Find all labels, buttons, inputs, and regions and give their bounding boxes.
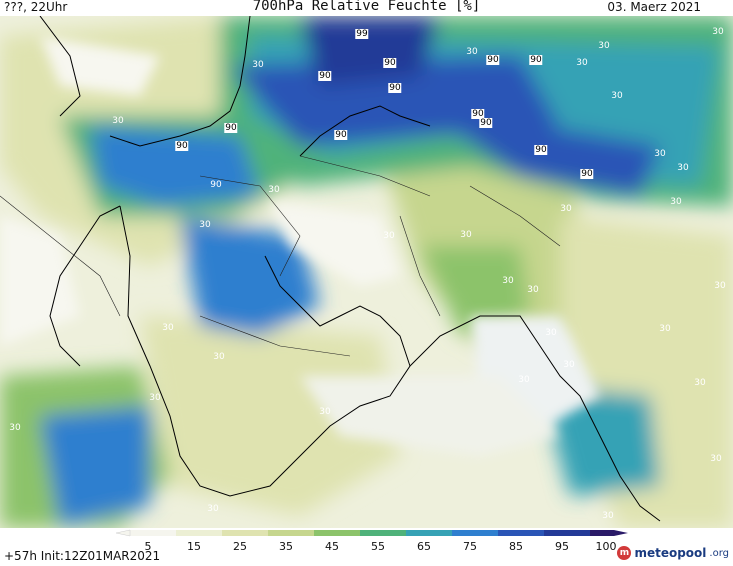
legend-tick: 65 xyxy=(417,540,431,553)
humidity-map: 99 90 90 90 90 90 90 90 90 90 90 90 90 9… xyxy=(0,16,733,528)
contour-label: 30 xyxy=(670,197,682,207)
legend-tick: 25 xyxy=(233,540,247,553)
contour-label: 30 xyxy=(149,393,161,403)
contour-label: 30 xyxy=(9,423,21,433)
contour-label: 90 xyxy=(471,109,485,119)
contour-label: 30 xyxy=(466,47,478,57)
logo-tld: .org xyxy=(709,547,729,559)
dry-areas xyxy=(0,36,600,456)
contour-label: 30 xyxy=(712,27,724,37)
contour-label: 30 xyxy=(502,276,514,286)
legend-tick: 5 xyxy=(144,540,152,553)
legend-tick: 35 xyxy=(279,540,293,553)
contour-label: 30 xyxy=(268,185,280,195)
footer: 5 15 25 35 45 55 65 75 85 95 100 +57h In… xyxy=(0,528,733,566)
contour-label: 30 xyxy=(252,60,264,70)
legend-tick: 15 xyxy=(187,540,201,553)
contour-label: 90 xyxy=(529,55,543,65)
contour-label: 90 xyxy=(318,71,332,81)
valid-time-label: ???, 22Uhr xyxy=(4,0,68,14)
borders xyxy=(0,155,561,357)
meteopool-logo[interactable]: m meteopool .org xyxy=(617,546,729,560)
contour-label: 90 xyxy=(210,180,222,190)
contour-label: 30 xyxy=(563,360,575,370)
contour-label: 30 xyxy=(319,407,331,417)
map-title: 700hPa Relative Feuchte [%] xyxy=(252,0,481,14)
date-label: 03. Maerz 2021 xyxy=(607,0,701,14)
contour-label: 30 xyxy=(545,328,557,338)
logo-name: meteopool xyxy=(634,546,707,560)
contour-label: 90 xyxy=(175,141,189,151)
contour-label: 30 xyxy=(602,511,614,521)
contour-label: 30 xyxy=(383,231,395,241)
contour-label: 90 xyxy=(388,83,402,93)
contour-label: 30 xyxy=(527,285,539,295)
legend-tick: 95 xyxy=(555,540,569,553)
contour-label: 30 xyxy=(659,324,671,334)
contour-label: 30 xyxy=(162,323,174,333)
contour-label: 30 xyxy=(677,163,689,173)
contour-label: 30 xyxy=(694,378,706,388)
contour-label: 90 xyxy=(334,130,348,140)
contour-label: 30 xyxy=(654,149,666,159)
contour-label: 30 xyxy=(611,91,623,101)
title-bar: ???, 22Uhr 700hPa Relative Feuchte [%] 0… xyxy=(0,0,733,16)
model-run-label: +57h Init:12Z01MAR2021 xyxy=(4,549,161,563)
contour-label: 30 xyxy=(213,352,225,362)
legend-tick: 100 xyxy=(595,540,617,553)
contour-label: 30 xyxy=(576,58,588,68)
contour-label: 30 xyxy=(714,281,726,291)
map-canvas xyxy=(0,16,733,528)
contour-label: 90 xyxy=(479,118,493,128)
contour-label: 30 xyxy=(598,41,610,51)
contour-label: 30 xyxy=(518,375,530,385)
legend-tick: 85 xyxy=(509,540,523,553)
logo-icon: m xyxy=(617,546,632,560)
contour-label: 30 xyxy=(460,230,472,240)
contour-label: 30 xyxy=(199,220,211,230)
legend-tick: 55 xyxy=(371,540,385,553)
contour-label: 90 xyxy=(383,58,397,68)
contour-label: 90 xyxy=(224,123,238,133)
contour-label: 30 xyxy=(560,204,572,214)
coastlines xyxy=(39,16,661,522)
contour-label: 90 xyxy=(486,55,500,65)
contour-label: 30 xyxy=(710,454,722,464)
contour-label: 30 xyxy=(207,504,219,514)
color-legend xyxy=(115,529,628,537)
contour-label: 30 xyxy=(112,116,124,126)
contour-label: 90 xyxy=(534,145,548,155)
legend-tick: 45 xyxy=(325,540,339,553)
contour-label: 90 xyxy=(580,169,594,179)
contour-label: 99 xyxy=(355,29,369,39)
legend-tick: 75 xyxy=(463,540,477,553)
